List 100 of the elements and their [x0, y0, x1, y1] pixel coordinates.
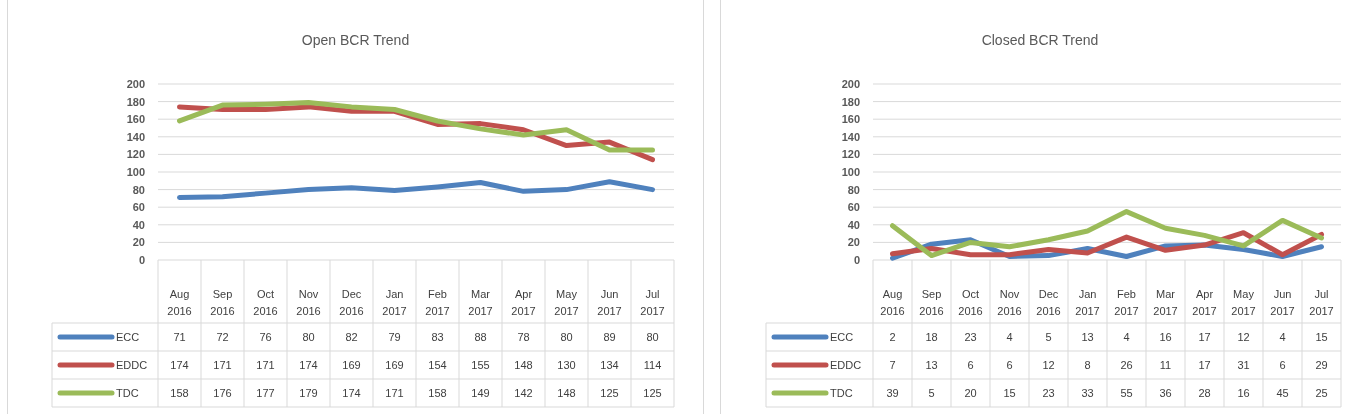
data-label: 4	[1123, 330, 1130, 343]
y-tick-label: 60	[132, 201, 145, 214]
data-label: 15	[1315, 330, 1328, 343]
data-label: 5	[928, 386, 935, 399]
y-tick-label: 0	[853, 254, 860, 267]
y-tick-label: 100	[126, 166, 145, 179]
data-label: 80	[560, 330, 573, 343]
data-label: 174	[299, 358, 318, 371]
data-label: 158	[428, 386, 447, 399]
data-label: 148	[557, 386, 576, 399]
data-label: 18	[925, 330, 938, 343]
data-label: 79	[388, 330, 401, 343]
x-tick-label: May 2017	[1231, 288, 1256, 317]
data-label: 45	[1276, 386, 1289, 399]
data-label: 55	[1120, 386, 1133, 399]
data-label: 6	[1279, 358, 1286, 371]
data-label: 176	[213, 386, 232, 399]
data-label: 88	[474, 330, 487, 343]
legend-label: EDDC	[116, 358, 148, 371]
y-tick-label: 140	[126, 130, 145, 143]
data-label: 33	[1081, 386, 1094, 399]
chart-title: Closed BCR Trend	[981, 32, 1099, 48]
y-tick-label: 20	[847, 236, 860, 249]
data-label: 28	[1198, 386, 1211, 399]
data-label: 83	[431, 330, 444, 343]
data-label: 78	[517, 330, 530, 343]
data-label: 31	[1237, 358, 1250, 371]
x-tick-label: Jul 2017	[1309, 288, 1334, 317]
x-tick-label: Jun 2017	[597, 288, 622, 317]
data-label: 80	[646, 330, 659, 343]
data-label: 155	[471, 358, 490, 371]
y-tick-label: 160	[126, 113, 145, 126]
y-tick-label: 20	[132, 236, 145, 249]
data-label: 125	[600, 386, 619, 399]
data-label: 6	[1006, 358, 1013, 371]
data-label: 179	[299, 386, 318, 399]
x-tick-label: Dec 2016	[339, 288, 364, 317]
data-label: 142	[514, 386, 533, 399]
x-tick-label: Jan 2017	[1075, 288, 1100, 317]
legend-label: ECC	[830, 330, 854, 343]
data-label: 174	[342, 386, 361, 399]
y-tick-label: 120	[841, 148, 860, 161]
x-tick-label: Apr 2017	[1192, 288, 1217, 317]
data-label: 5	[1045, 330, 1052, 343]
data-label: 36	[1159, 386, 1172, 399]
data-label: 89	[603, 330, 616, 343]
data-label: 13	[1081, 330, 1094, 343]
data-label: 23	[1042, 386, 1055, 399]
y-tick-label: 180	[841, 95, 860, 108]
legend-label: ECC	[116, 330, 140, 343]
data-label: 149	[471, 386, 490, 399]
data-label: 171	[213, 358, 232, 371]
x-tick-label: May 2017	[554, 288, 579, 317]
legend-label: TDC	[116, 386, 139, 399]
data-label: 71	[173, 330, 186, 343]
data-label: 114	[643, 358, 662, 371]
data-label: 11	[1159, 358, 1172, 371]
data-label: 82	[345, 330, 358, 343]
data-label: 76	[259, 330, 272, 343]
x-tick-label: Aug 2016	[167, 288, 192, 317]
y-tick-label: 60	[847, 201, 860, 214]
x-tick-label: Feb 2017	[425, 288, 450, 317]
data-label: 23	[964, 330, 977, 343]
data-label: 4	[1006, 330, 1013, 343]
data-label: 148	[514, 358, 533, 371]
data-label: 169	[342, 358, 361, 371]
data-label: 80	[302, 330, 315, 343]
x-tick-label: Sep 2016	[210, 288, 235, 317]
data-label: 16	[1159, 330, 1172, 343]
x-tick-label: Aug 2016	[880, 288, 905, 317]
data-label: 17	[1198, 358, 1211, 371]
data-label: 158	[170, 386, 189, 399]
y-tick-label: 40	[132, 218, 145, 231]
data-label: 29	[1315, 358, 1328, 371]
data-label: 15	[1003, 386, 1016, 399]
data-label: 39	[886, 386, 899, 399]
y-tick-label: 80	[132, 183, 145, 196]
x-tick-label: Mar 2017	[1153, 288, 1178, 317]
y-tick-label: 80	[847, 183, 860, 196]
data-label: 130	[557, 358, 576, 371]
data-label: 2	[889, 330, 896, 343]
data-label: 171	[256, 358, 275, 371]
data-label: 13	[925, 358, 938, 371]
data-label: 26	[1120, 358, 1133, 371]
data-label: 16	[1237, 386, 1250, 399]
y-tick-label: 200	[841, 78, 860, 91]
legend-label: TDC	[830, 386, 853, 399]
data-label: 4	[1279, 330, 1286, 343]
y-tick-label: 100	[841, 166, 860, 179]
x-tick-label: Apr 2017	[511, 288, 536, 317]
chart-title: Open BCR Trend	[301, 32, 410, 48]
x-tick-label: Sep 2016	[919, 288, 944, 317]
data-label: 6	[967, 358, 974, 371]
data-label: 125	[643, 386, 662, 399]
data-label: 8	[1084, 358, 1091, 371]
data-label: 25	[1315, 386, 1328, 399]
data-label: 171	[385, 386, 404, 399]
x-tick-label: Dec 2016	[1036, 288, 1061, 317]
data-label: 169	[385, 358, 404, 371]
x-tick-label: Mar 2017	[468, 288, 493, 317]
